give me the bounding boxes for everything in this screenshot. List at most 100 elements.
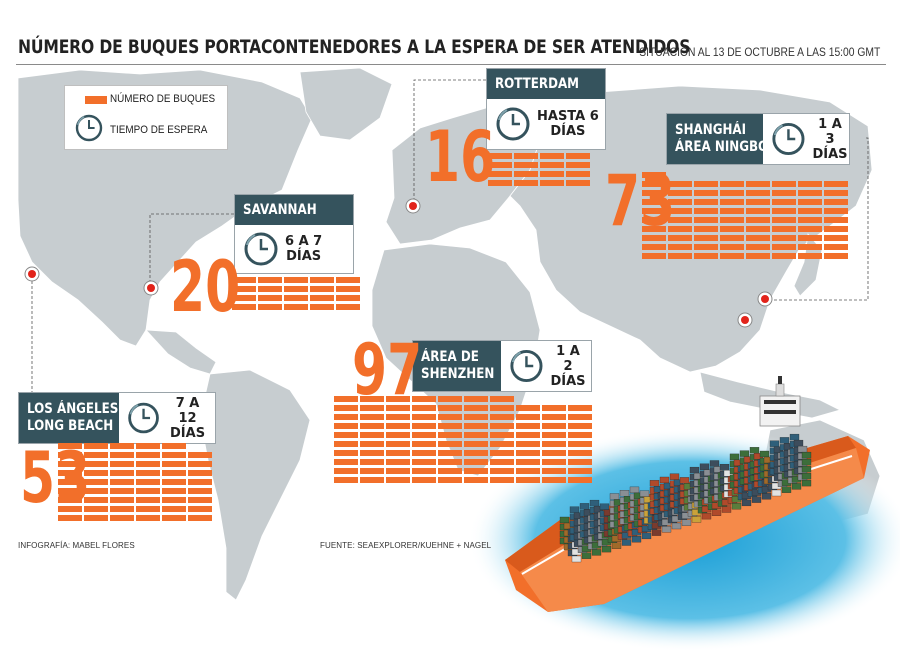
credit-author: INFOGRAFÍA: MABEL FLORES [18, 541, 135, 550]
ship-bar [514, 171, 538, 177]
ship-bar [188, 461, 212, 467]
ship-bar [386, 423, 410, 429]
ship-bar [516, 477, 540, 483]
ship-bar [824, 226, 848, 232]
ship-bar [110, 515, 134, 521]
container-box [719, 464, 730, 471]
ship-bar [772, 199, 796, 205]
ship-bar [162, 470, 186, 476]
ship-bar [694, 181, 718, 187]
ship-bar [694, 208, 718, 214]
ship-bar [162, 461, 186, 467]
container-box [801, 465, 812, 473]
container-box [781, 486, 792, 493]
ship-bar [542, 405, 566, 411]
ship-bar [438, 414, 462, 420]
container-box [789, 433, 800, 441]
legend: NÚMERO DE BUQUES TIEMPO DE ESPERA [64, 85, 228, 150]
ship-bar [438, 432, 462, 438]
ship-bar [110, 461, 134, 467]
legend-ships-label: NÚMERO DE BUQUES [110, 93, 216, 105]
container-box [709, 460, 720, 467]
ship-bar [336, 295, 360, 301]
ship-bar [310, 277, 334, 283]
container-box [681, 519, 692, 526]
ship-bars-shenzhen [334, 396, 596, 486]
ship-bar [746, 253, 770, 259]
ship-bar [516, 459, 540, 465]
ship-bar [568, 468, 592, 474]
page-title: NÚMERO DE BUQUES PORTACONTENEDORES A LA … [18, 36, 691, 58]
container-box [797, 445, 808, 453]
ship-bar [568, 432, 592, 438]
ship-bar [772, 244, 796, 250]
container-box [669, 473, 680, 480]
ship-bar [162, 506, 186, 512]
ship-bar [84, 515, 108, 521]
clock-icon [244, 232, 278, 266]
ship-bar [412, 441, 436, 447]
ship-bar [232, 295, 256, 301]
ship-bar [694, 244, 718, 250]
container-ship-illustration [468, 376, 900, 652]
ship-bar [386, 414, 410, 420]
ship-bar [110, 497, 134, 503]
ship-bar [490, 396, 514, 402]
ship-bar [58, 461, 82, 467]
container-box [721, 506, 732, 513]
port-name-line2: LONG BEACH [27, 418, 114, 434]
wait-time: 1 A 3 DÍAS [812, 116, 848, 162]
ship-bar [336, 286, 360, 292]
ship-bar [668, 181, 692, 187]
ship-bar [568, 450, 592, 456]
container-box [649, 480, 660, 487]
ship-bar [136, 470, 160, 476]
ship-bar [514, 162, 538, 168]
ship-bar [110, 479, 134, 485]
ship-bar [136, 461, 160, 467]
ship-bar [490, 405, 514, 411]
ship-bar [464, 396, 488, 402]
ship-bar [642, 190, 666, 196]
ship-bar [110, 506, 134, 512]
ship-bar [542, 441, 566, 447]
ship-bar [668, 226, 692, 232]
container-box [689, 466, 700, 474]
ship-bar [746, 244, 770, 250]
container-box [579, 503, 590, 510]
ship-bar [284, 295, 308, 301]
ship-bar [310, 286, 334, 292]
ship-bar [84, 488, 108, 494]
ship-bar [188, 515, 212, 521]
ship-bar [720, 253, 744, 259]
ship-bar [668, 199, 692, 205]
container-box [711, 509, 722, 516]
container-box [701, 512, 712, 520]
ship-bar [516, 414, 540, 420]
ship-bar [490, 477, 514, 483]
ship-bar [542, 450, 566, 456]
ship-bar [162, 443, 186, 449]
ship-bar [334, 441, 358, 447]
ship-bar [642, 181, 666, 187]
ship-bar [360, 450, 384, 456]
port-name-line1: LOS ÁNGELES [27, 401, 119, 417]
container-box [639, 490, 650, 497]
ship-bar [360, 459, 384, 465]
container-box [739, 450, 750, 457]
ship-bar [412, 432, 436, 438]
ship-bar [58, 515, 82, 521]
ship-bar [720, 244, 744, 250]
ship-bar [334, 459, 358, 465]
ship-bar [642, 217, 666, 223]
container-box [611, 542, 622, 549]
ship-bar [412, 396, 436, 402]
ship-bar [824, 181, 848, 187]
container-box [631, 536, 642, 543]
port-name-line2: SHENZHEN [421, 366, 495, 382]
container-box [769, 440, 780, 447]
ship-bar [568, 414, 592, 420]
ship-bar [310, 304, 334, 310]
south-america-shape [199, 369, 311, 601]
ship-bar [772, 253, 796, 259]
